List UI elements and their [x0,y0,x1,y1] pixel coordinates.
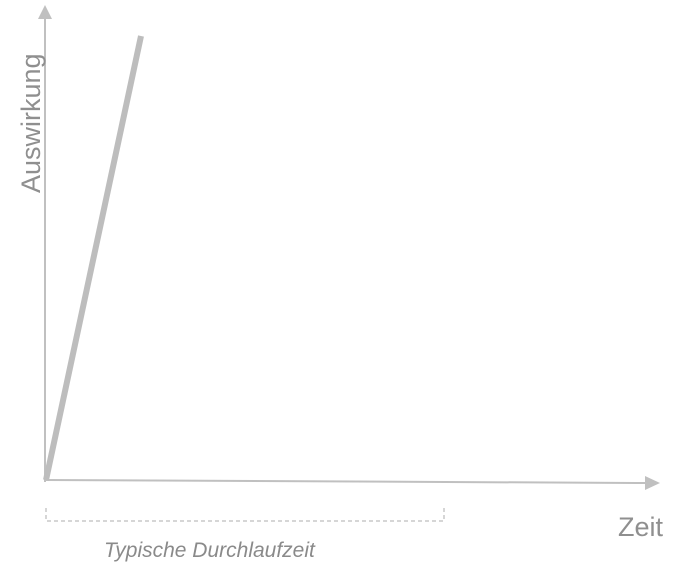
y-axis-label: Auswirkung [16,53,46,193]
duration-bracket [45,508,445,522]
x-axis [44,479,647,484]
impact-line [43,35,144,481]
x-axis-label: Zeit [618,512,664,542]
y-axis-arrowhead [38,5,52,19]
bracket-label: Typische Durchlaufzeit [104,539,316,562]
x-axis-arrowhead [645,476,660,490]
